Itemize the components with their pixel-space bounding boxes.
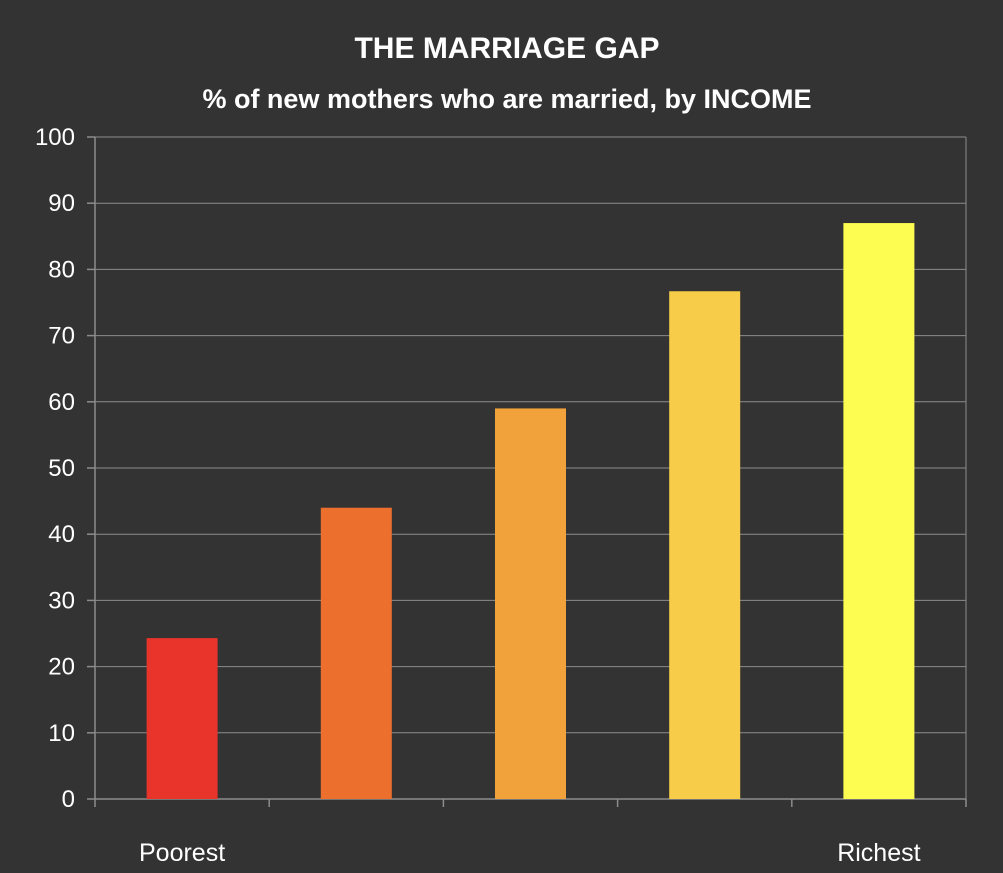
y-tick-label-10: 10 bbox=[48, 720, 75, 747]
y-tick-label-90: 90 bbox=[48, 190, 75, 217]
bar-3 bbox=[495, 408, 566, 799]
y-tick-label-70: 70 bbox=[48, 323, 75, 350]
bar-2 bbox=[320, 507, 392, 799]
y-tick-label-20: 20 bbox=[48, 654, 75, 681]
y-axis-tick-labels: 0 10 20 30 40 50 60 70 80 90 100 bbox=[35, 124, 75, 813]
bar-5 bbox=[843, 223, 915, 799]
y-tick-label-40: 40 bbox=[48, 521, 75, 548]
x-category-label-poorest: Poorest bbox=[139, 839, 225, 867]
chart-subtitle: % of new mothers who are married, by INC… bbox=[202, 84, 811, 114]
y-tick-label-100: 100 bbox=[35, 124, 75, 151]
bar-1 bbox=[146, 638, 218, 799]
bar-4 bbox=[669, 291, 741, 799]
y-tick-label-50: 50 bbox=[48, 455, 75, 482]
y-tick-label-30: 30 bbox=[48, 587, 75, 614]
y-tick-label-80: 80 bbox=[48, 256, 75, 283]
y-tick-label-60: 60 bbox=[48, 389, 75, 416]
chart-title: THE MARRIAGE GAP bbox=[354, 32, 659, 65]
x-axis-category-labels: Poorest Richest bbox=[139, 839, 921, 867]
bars bbox=[146, 223, 915, 799]
x-category-label-richest: Richest bbox=[837, 839, 920, 867]
y-tick-label-0: 0 bbox=[62, 786, 75, 813]
